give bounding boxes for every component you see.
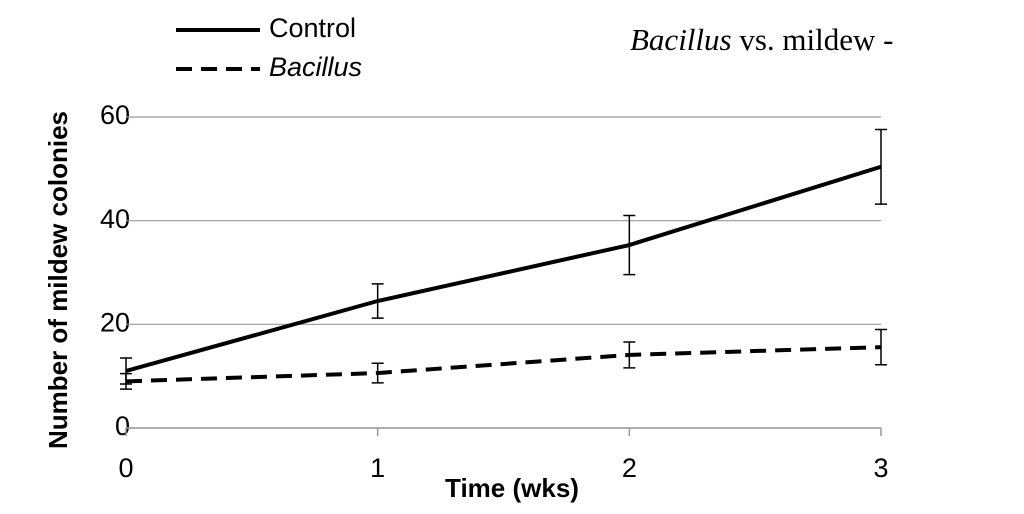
y-tick-label: 0 — [115, 411, 130, 441]
error-bar — [623, 341, 636, 369]
y-tick-label: 20 — [100, 307, 130, 337]
error-bar — [371, 283, 384, 319]
error-bar — [120, 372, 132, 390]
error-bar — [371, 362, 384, 384]
error-bar — [623, 214, 636, 276]
y-axis-label: Number of mildew colonies — [43, 111, 73, 449]
x-tick-label: 3 — [873, 453, 888, 483]
series-line — [125, 164, 882, 373]
legend-label: Bacillus — [269, 52, 362, 82]
y-tick-label: 40 — [100, 204, 130, 234]
legend-label: Control — [269, 13, 356, 43]
title-italic: Bacillus — [630, 22, 732, 57]
x-tick-label: 0 — [118, 453, 133, 483]
y-tick-label: 60 — [100, 100, 130, 130]
error-bar — [875, 128, 887, 205]
error-bar — [875, 328, 887, 366]
title-rest: vs. mildew - — [739, 22, 893, 57]
x-tick-label: 1 — [370, 453, 385, 483]
chart-title: Bacillus vs. mildew - — [630, 22, 893, 57]
series-line — [125, 345, 882, 384]
x-axis-label: Time (wks) — [445, 473, 579, 503]
x-tick-label: 2 — [622, 453, 637, 483]
